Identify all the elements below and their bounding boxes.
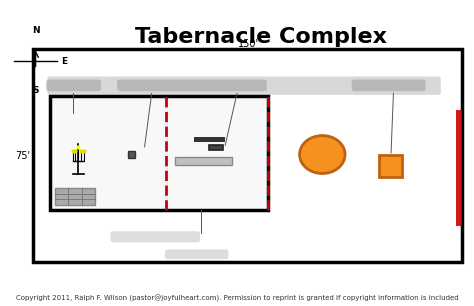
FancyBboxPatch shape	[165, 249, 228, 259]
FancyBboxPatch shape	[117, 80, 267, 91]
Text: 150': 150'	[238, 39, 259, 49]
Bar	[194, 137, 225, 142]
Text: N: N	[32, 26, 39, 35]
Bar	[33, 49, 462, 262]
FancyBboxPatch shape	[46, 80, 101, 91]
FancyBboxPatch shape	[110, 231, 200, 242]
Bar	[379, 155, 402, 177]
FancyBboxPatch shape	[47, 76, 441, 95]
Bar	[50, 96, 268, 210]
Text: E: E	[62, 57, 68, 66]
FancyBboxPatch shape	[352, 80, 426, 91]
Bar	[128, 151, 135, 158]
Ellipse shape	[300, 136, 345, 174]
Bar	[209, 145, 223, 150]
Bar	[55, 188, 95, 205]
Text: Copyright 2011, Ralph F. Wilson (pastor@joyfulheart.com). Permission to reprint : Copyright 2011, Ralph F. Wilson (pastor@…	[16, 295, 458, 302]
Text: 75': 75'	[15, 151, 30, 161]
Bar	[456, 110, 462, 226]
Text: Tabernacle Complex: Tabernacle Complex	[135, 27, 387, 47]
Bar	[175, 157, 232, 165]
Text: S: S	[32, 86, 39, 95]
